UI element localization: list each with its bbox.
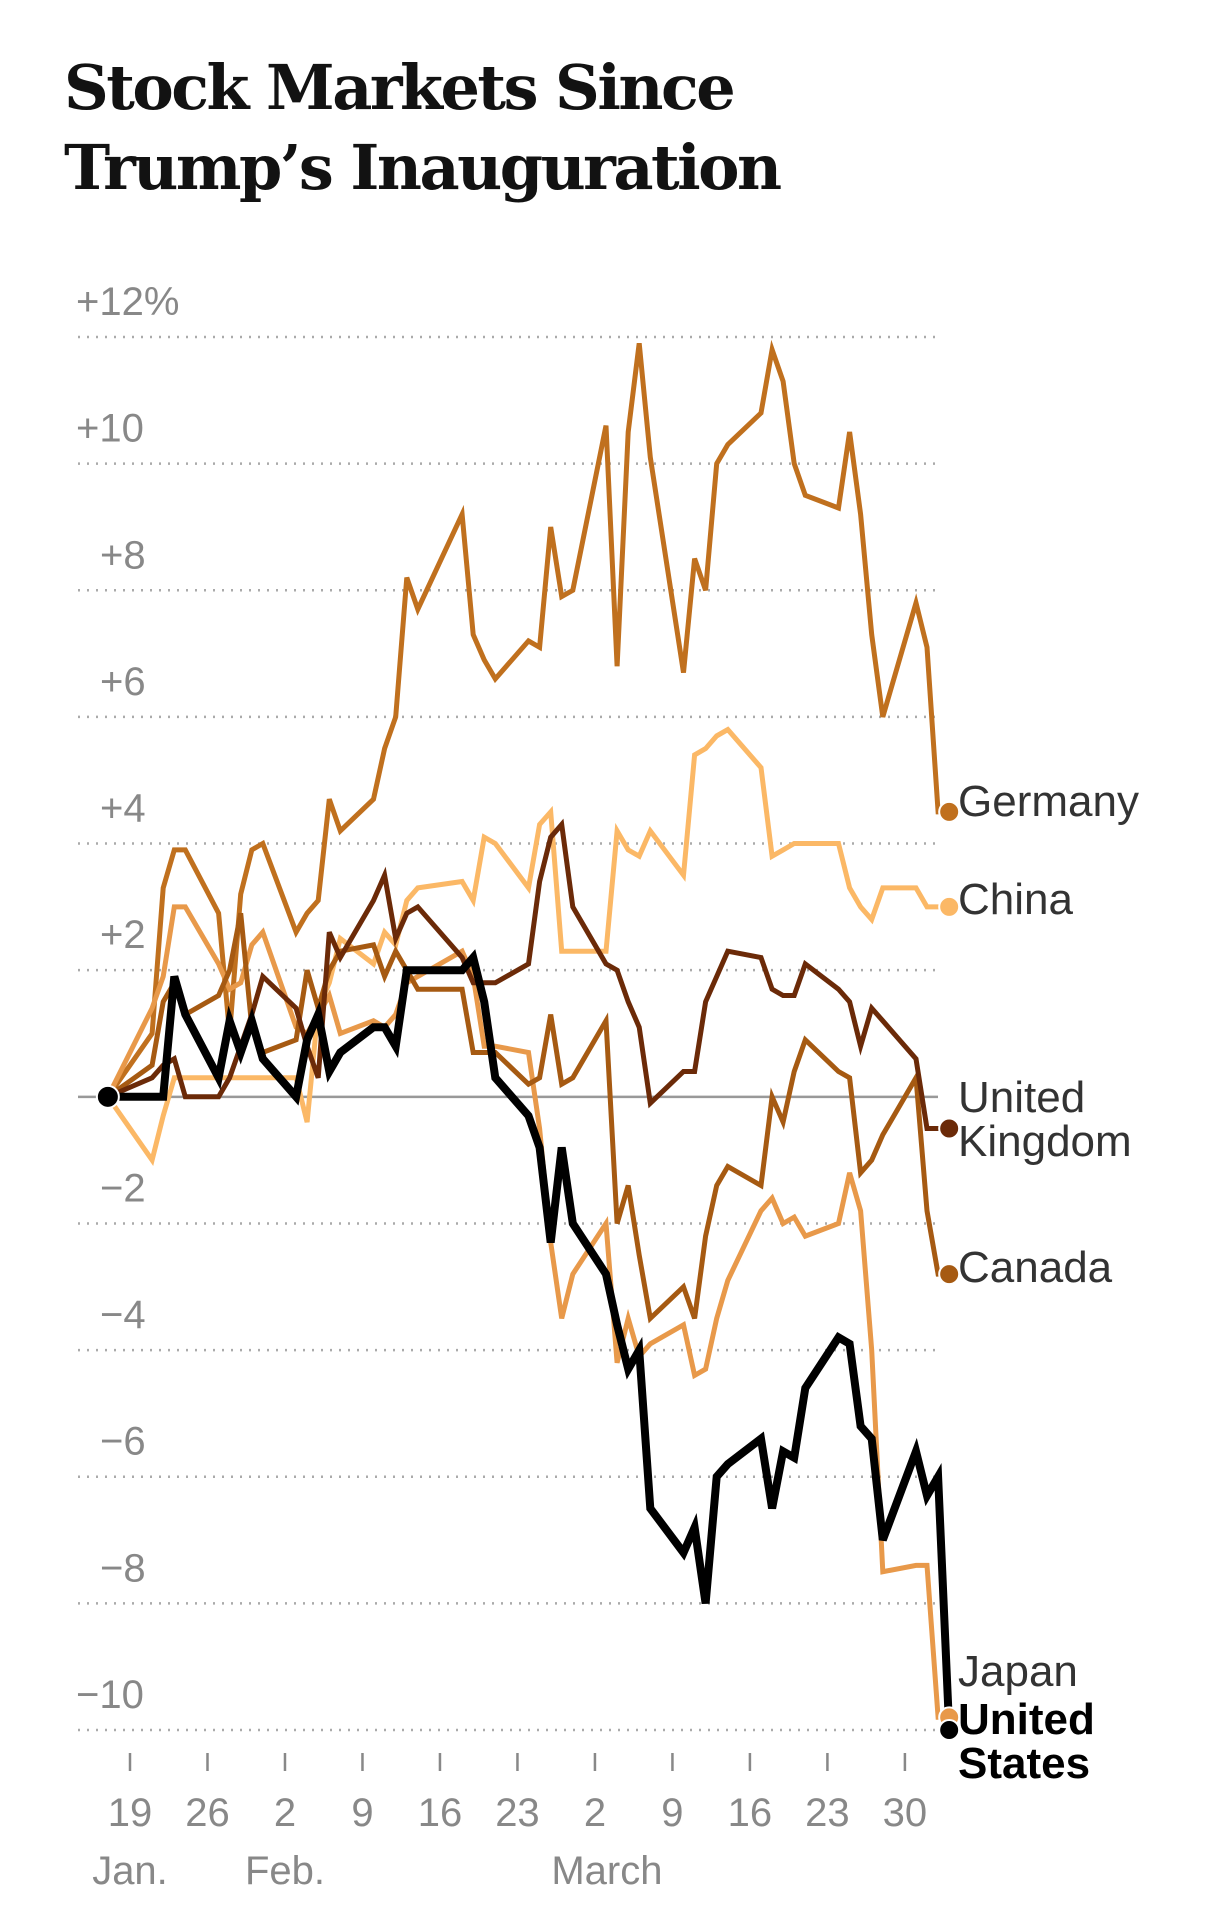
y-tick-label: +8 xyxy=(100,533,146,577)
x-month-label: March xyxy=(551,1849,662,1893)
gridlines xyxy=(78,335,938,1732)
y-tick-label: −6 xyxy=(100,1420,146,1464)
series-line-united-kingdom xyxy=(106,818,950,1131)
label-us-line2: States xyxy=(958,1739,1090,1788)
x-tick-label: 30 xyxy=(883,1791,928,1835)
y-tick-label: −2 xyxy=(100,1166,146,1210)
chart-title: Stock Markets Since Trump’s Inauguration xyxy=(64,51,782,204)
label-germany: Germany xyxy=(958,777,1139,826)
y-tick-label: +12% xyxy=(76,280,179,324)
x-tick-label: 9 xyxy=(661,1791,683,1835)
series-end-labels: Germany China United Kingdom Canada Japa… xyxy=(958,777,1139,1788)
x-tick-label: 16 xyxy=(728,1791,773,1835)
end-dot-china xyxy=(938,895,961,918)
y-axis-tick-labels: +12% +10 +8 +6 +4 +2 −2 −4 −6 −8 −10 xyxy=(76,280,179,1717)
y-tick-label: +2 xyxy=(100,913,146,957)
start-dot xyxy=(95,1084,120,1109)
y-tick-label: −10 xyxy=(76,1673,144,1717)
y-tick-label: −4 xyxy=(100,1293,146,1337)
x-month-label: Feb. xyxy=(245,1849,325,1893)
end-dot-united-states xyxy=(938,1719,961,1741)
x-month-label: Jan. xyxy=(92,1849,168,1893)
x-tick-label: 2 xyxy=(274,1791,296,1835)
end-dot-united-kingdom xyxy=(938,1117,961,1140)
x-axis-ticks: 19 Jan. 26 2 Feb. 9 16 23 2 March 9 16 23 30 xyxy=(92,1753,927,1893)
x-tick-label: 23 xyxy=(805,1791,850,1835)
label-us-line1: United xyxy=(958,1695,1095,1744)
series-line-germany xyxy=(105,339,950,1099)
y-tick-label: +6 xyxy=(100,660,146,704)
y-tick-label: +4 xyxy=(100,787,146,831)
label-uk-line2: Kingdom xyxy=(958,1117,1132,1166)
label-uk-line1: United xyxy=(958,1073,1085,1122)
series-line-united-states xyxy=(107,949,954,1731)
label-china: China xyxy=(958,875,1073,924)
label-japan: Japan xyxy=(958,1647,1078,1696)
x-tick-label: 26 xyxy=(185,1791,230,1835)
x-tick-label: 16 xyxy=(418,1791,463,1835)
x-tick-label: 19 xyxy=(108,1791,153,1835)
end-dot-germany xyxy=(938,800,961,823)
series-lines xyxy=(105,339,954,1731)
y-tick-label: −8 xyxy=(100,1546,146,1590)
end-dot-canada xyxy=(938,1263,961,1286)
series-end-dots xyxy=(95,800,961,1741)
x-tick-label: 9 xyxy=(351,1791,373,1835)
series-line-china xyxy=(105,726,950,1167)
x-tick-label: 23 xyxy=(495,1791,540,1835)
y-tick-label: +10 xyxy=(76,407,144,451)
label-canada: Canada xyxy=(958,1243,1113,1292)
x-tick-label: 2 xyxy=(584,1791,606,1835)
